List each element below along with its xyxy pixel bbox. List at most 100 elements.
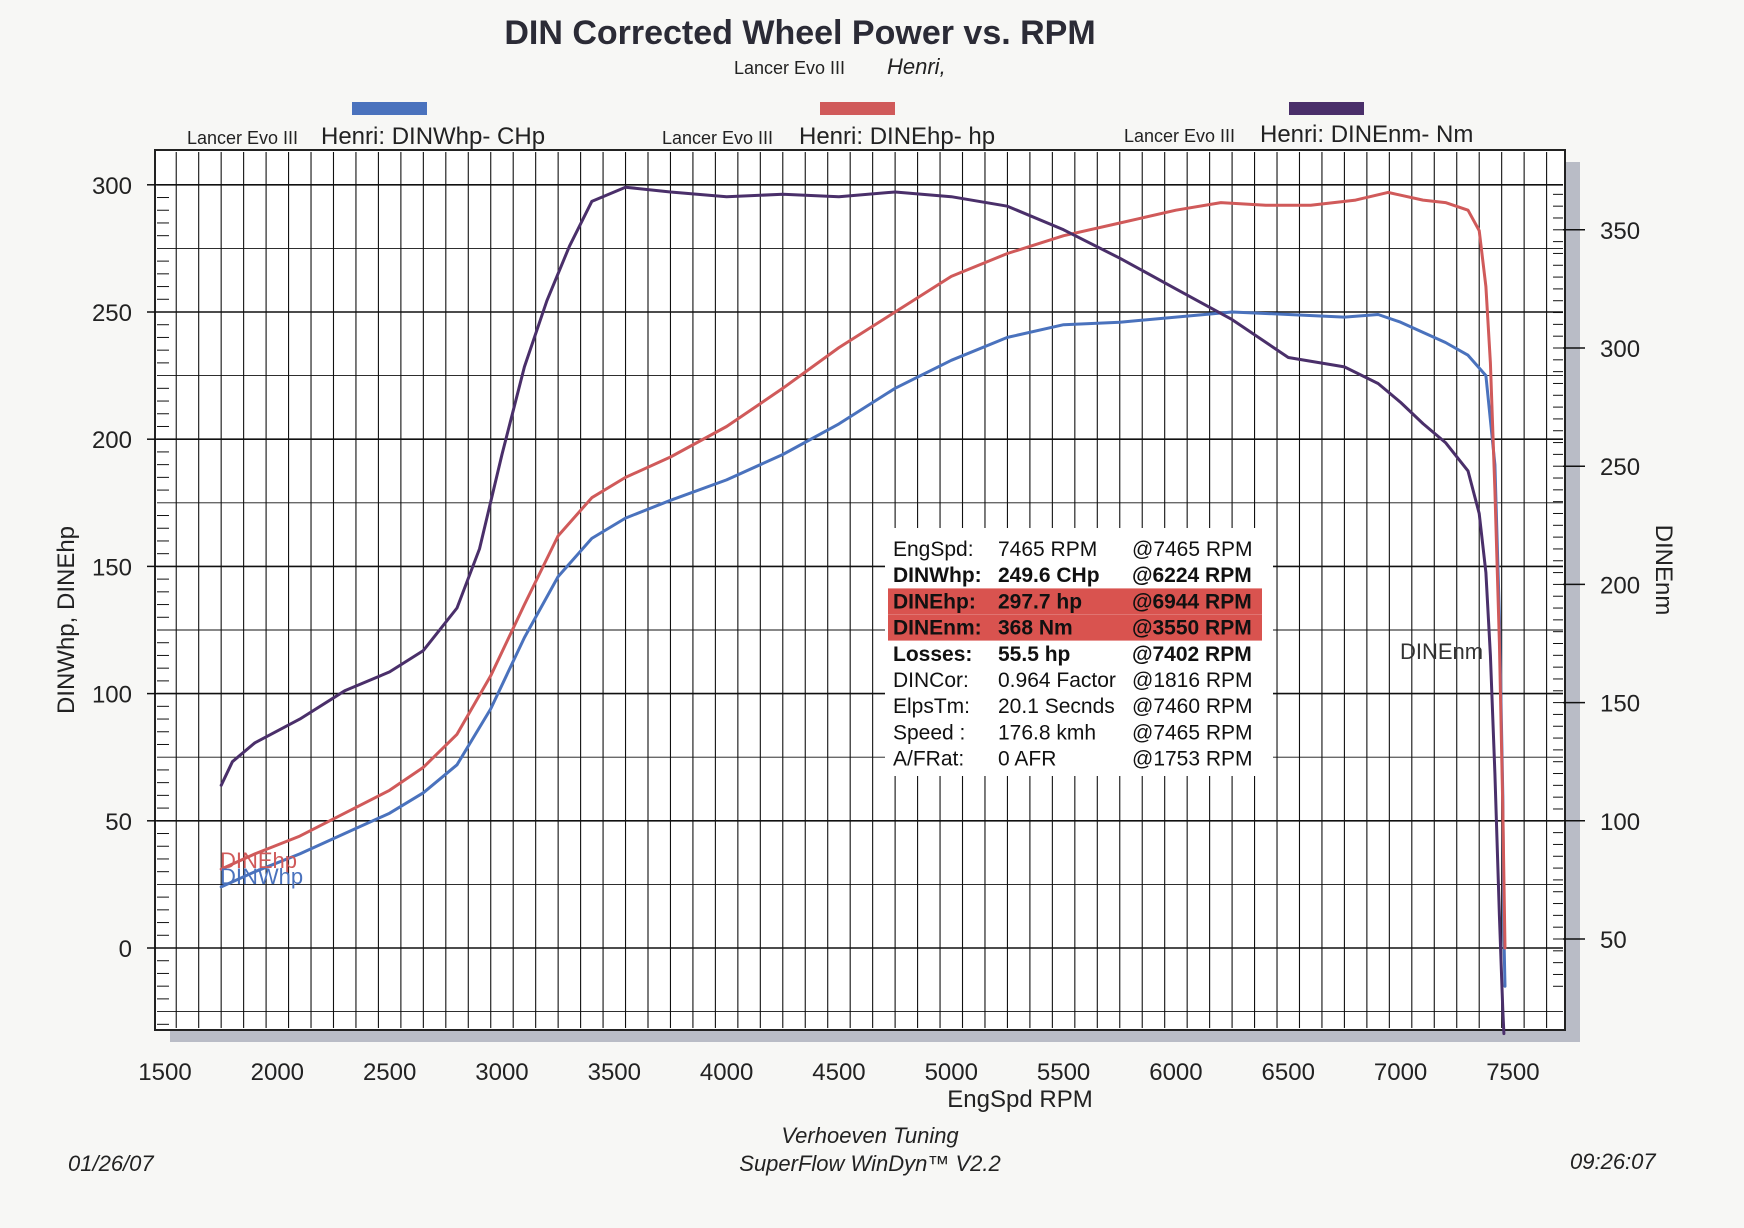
info-row-label: Speed : (893, 721, 965, 744)
info-row-value: 176.8 kmh (998, 721, 1096, 744)
x-tick-label: 1500 (138, 1059, 191, 1086)
footer-time: 09:26:07 (1570, 1149, 1656, 1174)
info-row-label: ElpsTm: (893, 695, 970, 718)
info-row-at: @7465 RPM (1132, 538, 1253, 561)
y-tick-label-right: 300 (1600, 336, 1640, 363)
info-row-label: EngSpd: (893, 538, 974, 561)
x-tick-label: 2000 (251, 1059, 304, 1086)
y-tick-label-left: 50 (105, 809, 132, 836)
x-tick-label: 5500 (1037, 1059, 1090, 1086)
legend-prefix-dinwhp: Lancer Evo III (187, 128, 298, 148)
y-tick-label-right: 100 (1600, 809, 1640, 836)
info-row-value: 297.7 hp (998, 590, 1082, 613)
info-row-highlight (888, 614, 1262, 641)
info-row-at: @6224 RPM (1132, 564, 1252, 587)
y-tick-label-left: 0 (119, 936, 132, 963)
curve-label-dinwhp: DINWhp (220, 864, 303, 889)
plot-area (154, 149, 1566, 1031)
footer-date: 01/26/07 (68, 1151, 154, 1176)
info-row-at: @6944 RPM (1132, 590, 1252, 613)
info-row-label: DINEhp: (893, 590, 976, 613)
x-tick-label: 4500 (812, 1059, 865, 1086)
legend-label-dinehp: Henri: DINEhp- hp (799, 123, 995, 150)
footer-software: SuperFlow WinDyn™ V2.2 (739, 1151, 1000, 1176)
info-row-label: DINCor: (893, 669, 969, 692)
info-row: Speed : 176.8 kmh @7465 RPM (893, 721, 1253, 744)
x-tick-label: 6500 (1262, 1059, 1315, 1086)
info-row: DINWhp: 249.6 CHp @6224 RPM (893, 564, 1252, 587)
legend-item-dinenm: Lancer Evo III Henri: DINEnm- Nm (1124, 102, 1473, 148)
axis-ticks: 1500 2000 2500 3000 3500 4000 4500 5000 5500 6000… (92, 173, 1640, 1086)
y-tick-label-right: 50 (1600, 927, 1627, 954)
info-row-value: 249.6 CHp (998, 564, 1100, 587)
curve-label-dinenm: DINEnm (1400, 639, 1483, 664)
legend-swatch-dinehp (820, 102, 895, 115)
y-tick-label-right: 250 (1600, 454, 1640, 481)
x-tick-label: 4000 (700, 1059, 753, 1086)
y-axis-label-right: DINEnm (1650, 525, 1677, 616)
legend-swatch-dinwhp (352, 102, 427, 115)
legend-prefix-dinehp: Lancer Evo III (662, 128, 773, 148)
x-tick-label: 7000 (1374, 1059, 1427, 1086)
grid (157, 152, 1563, 1028)
x-tick-label: 3000 (475, 1059, 528, 1086)
y-tick-label-left: 250 (92, 300, 132, 327)
info-row-at: @1816 RPM (1132, 669, 1253, 692)
y-tick-label-left: 100 (92, 682, 132, 709)
x-tick-label: 2500 (363, 1059, 416, 1086)
run-prefix: Lancer Evo III (734, 58, 845, 78)
y-axis-label-left: DINWhp, DINEhp (53, 526, 80, 714)
legend-item-dinehp: Lancer Evo III Henri: DINEhp- hp (662, 102, 995, 150)
info-row: DINCor: 0.964 Factor @1816 RPM (893, 669, 1253, 692)
x-tick-label: 3500 (588, 1059, 641, 1086)
x-axis-label: EngSpd RPM (947, 1086, 1092, 1113)
info-row-value: 0 AFR (998, 748, 1056, 771)
info-row-at: @3550 RPM (1132, 617, 1252, 640)
curve-label-dinehp: DINEhp (220, 848, 297, 873)
legend-label-dinenm: Henri: DINEnm- Nm (1260, 121, 1473, 148)
info-row-at: @7465 RPM (1132, 721, 1253, 744)
y-tick-label-left: 200 (92, 427, 132, 454)
info-row-value: 20.1 Secnds (998, 695, 1115, 718)
info-row: Losses: 55.5 hp @7402 RPM (893, 643, 1252, 666)
info-row-value: 0.964 Factor (998, 669, 1116, 692)
y-tick-label-left: 150 (92, 554, 132, 581)
info-row-at: @7460 RPM (1132, 695, 1253, 718)
run-name: Henri, (887, 54, 946, 79)
chart-title: DIN Corrected Wheel Power vs. RPM (504, 14, 1095, 52)
info-row: ElpsTm: 20.1 Secnds @7460 RPM (893, 695, 1253, 718)
info-row-label: A/FRat: (893, 748, 964, 771)
legend: Lancer Evo III Henri: DINWhp- CHp Lancer… (187, 102, 1473, 150)
info-box: EngSpd: 7465 RPM @7465 RPM DINWhp: 249.6 CHp… (885, 528, 1273, 776)
info-row-label: DINEnm: (893, 617, 982, 640)
y-tick-label-right: 350 (1600, 218, 1640, 245)
info-row-label: DINWhp: (893, 564, 982, 587)
x-tick-label: 7500 (1486, 1059, 1539, 1086)
info-row-label: Losses: (893, 643, 972, 666)
footer-company: Verhoeven Tuning (781, 1123, 959, 1148)
legend-swatch-dinenm (1289, 102, 1364, 115)
series-line-dinwhp (219, 310, 1507, 988)
y-tick-label-left: 300 (92, 173, 132, 200)
legend-label-dinwhp: Henri: DINWhp- CHp (321, 123, 545, 150)
info-row-highlight (888, 588, 1262, 615)
info-row: DINEhp: 297.7 hp @6944 RPM (888, 588, 1262, 615)
info-row: A/FRat: 0 AFR @1753 RPM (893, 748, 1253, 771)
info-row-value: 7465 RPM (998, 538, 1097, 561)
info-row-at: @7402 RPM (1132, 643, 1252, 666)
info-box-background (885, 528, 1273, 776)
info-row: DINEnm: 368 Nm @3550 RPM (888, 614, 1262, 641)
info-row-at: @1753 RPM (1132, 748, 1253, 771)
series-line-dinehp (219, 190, 1507, 950)
info-row: EngSpd: 7465 RPM @7465 RPM (893, 538, 1253, 561)
legend-item-dinwhp: Lancer Evo III Henri: DINWhp- CHp (187, 102, 545, 150)
y-tick-label-right: 200 (1600, 572, 1640, 599)
x-tick-label: 5000 (925, 1059, 978, 1086)
y-tick-label-right: 150 (1600, 691, 1640, 718)
info-row-value: 55.5 hp (998, 643, 1070, 666)
info-row-value: 368 Nm (998, 617, 1073, 640)
legend-prefix-dinenm: Lancer Evo III (1124, 126, 1235, 146)
x-tick-label: 6000 (1149, 1059, 1202, 1086)
